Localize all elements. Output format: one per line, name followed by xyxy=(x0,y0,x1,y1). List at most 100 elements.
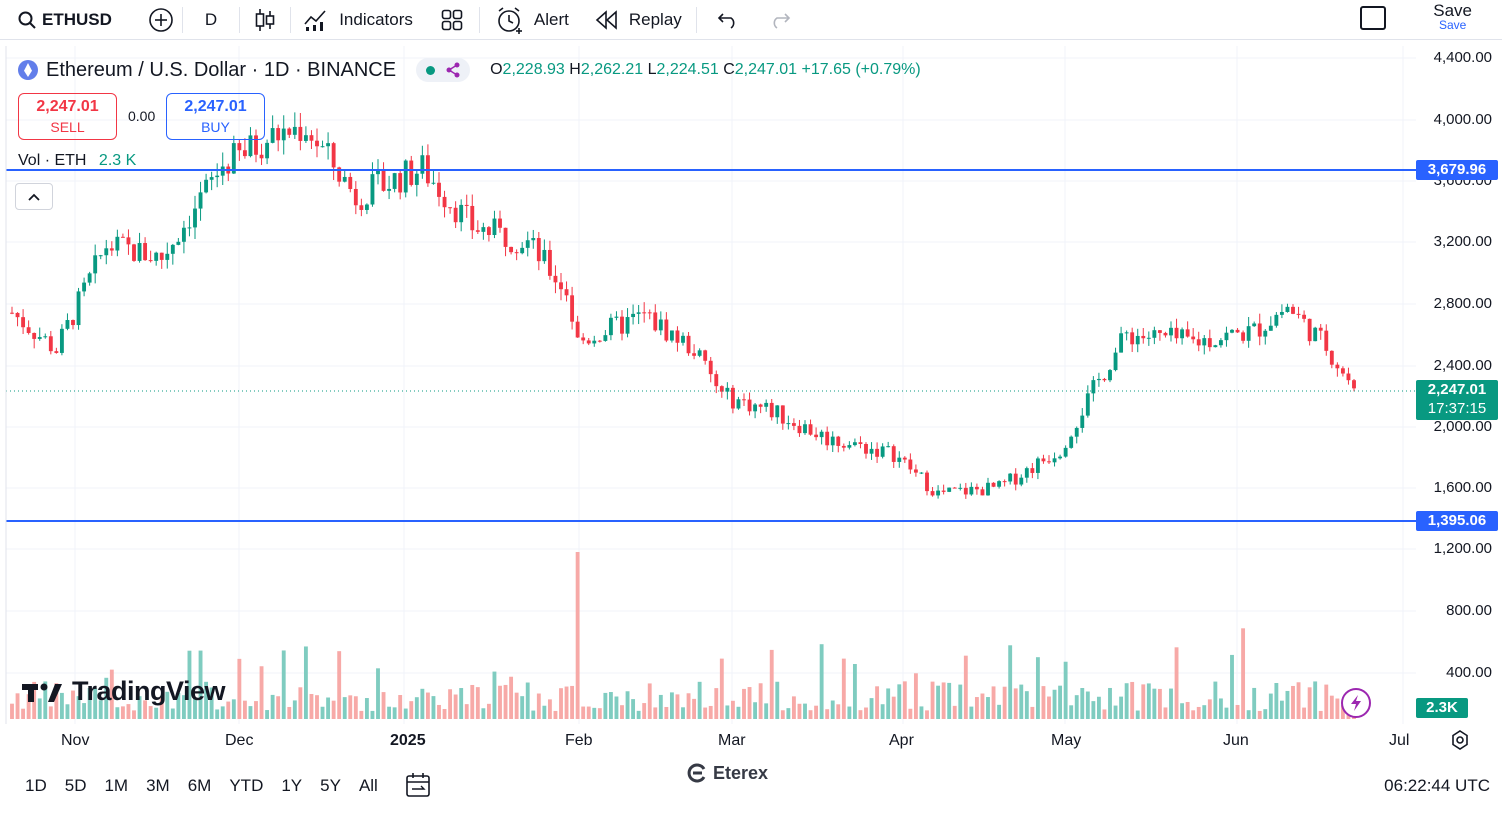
volume-bar xyxy=(1035,657,1040,719)
volume-bar xyxy=(697,681,702,719)
tradingview-logo[interactable]: TradingView xyxy=(22,676,226,707)
candle xyxy=(248,127,253,158)
volume-bar xyxy=(486,703,491,719)
candle xyxy=(54,347,59,354)
candle xyxy=(1252,321,1257,327)
candle xyxy=(442,190,447,218)
sell-button[interactable]: 2,247.01 SELL xyxy=(18,93,117,140)
symbol-search[interactable]: ETHUSD xyxy=(0,0,120,40)
volume-bar xyxy=(958,684,963,719)
candle xyxy=(1352,379,1356,392)
volume-bar xyxy=(714,688,719,719)
volume-bar xyxy=(409,701,414,719)
candle xyxy=(387,175,392,200)
compare-button[interactable] xyxy=(140,0,182,40)
candle xyxy=(21,309,26,334)
range-button-5y[interactable]: 5Y xyxy=(320,776,341,795)
candle xyxy=(26,320,31,335)
volume-bar xyxy=(315,695,319,719)
chart-type-button[interactable] xyxy=(240,0,290,40)
volume-legend[interactable]: Vol · ETH 2.3 K xyxy=(18,152,136,170)
volume-bar xyxy=(132,710,136,719)
current-price-tag: 2,247.01 17:37:15 xyxy=(1416,380,1498,420)
price-axis-label: 1,200.00 xyxy=(1433,540,1492,557)
candle xyxy=(791,418,796,431)
candle xyxy=(1074,426,1079,444)
market-status-pill[interactable] xyxy=(416,58,471,82)
range-button-3m[interactable]: 3M xyxy=(146,776,170,795)
candle xyxy=(780,405,785,430)
lower-line-price-tag: 1,395.06 xyxy=(1416,511,1498,531)
undo-button[interactable] xyxy=(697,0,759,40)
indicators-button[interactable]: Indicators xyxy=(291,0,425,40)
candle xyxy=(1058,454,1063,460)
range-button-1d[interactable]: 1D xyxy=(25,776,47,795)
candle xyxy=(1157,330,1162,341)
volume-bar xyxy=(1291,685,1295,719)
candle xyxy=(703,349,708,365)
assistant-button[interactable] xyxy=(1341,688,1371,718)
collapse-legend-button[interactable] xyxy=(15,183,53,210)
candle xyxy=(1224,326,1229,347)
templates-button[interactable] xyxy=(425,0,479,40)
candle xyxy=(1035,456,1040,480)
volume-bar xyxy=(775,681,780,719)
candle xyxy=(370,162,375,207)
volume-bar xyxy=(1019,684,1024,719)
high-value: 2,262.21 xyxy=(580,61,644,78)
interval-button[interactable]: D xyxy=(183,0,239,40)
candle xyxy=(1313,326,1318,342)
chart-settings-button[interactable] xyxy=(1450,730,1470,755)
volume-bar xyxy=(603,692,608,719)
replay-button[interactable]: Replay xyxy=(581,0,696,40)
low-value: 2,224.51 xyxy=(656,61,719,78)
range-button-1y[interactable]: 1Y xyxy=(281,776,303,795)
candle xyxy=(481,222,486,240)
volume-bar xyxy=(769,649,774,719)
candle xyxy=(448,207,453,214)
volume-bar xyxy=(159,697,164,719)
candle xyxy=(1346,367,1351,385)
candle xyxy=(1169,321,1173,342)
price-axis[interactable]: 4,400.00 4,000.00 3,600.00 3,200.00 2,800.00… xyxy=(1416,46,1502,724)
range-button-1m[interactable]: 1M xyxy=(104,776,129,795)
spread-value: 0.00 xyxy=(128,108,156,124)
indicators-icon xyxy=(304,9,326,31)
volume-bar xyxy=(120,706,125,719)
volume-bar xyxy=(104,677,109,719)
volume-bar xyxy=(941,682,946,719)
candle xyxy=(991,482,996,488)
candle xyxy=(425,144,430,187)
range-button-all[interactable]: All xyxy=(358,776,378,795)
range-button-ytd[interactable]: YTD xyxy=(229,776,264,795)
range-button-6m[interactable]: 6M xyxy=(187,776,212,795)
time-axis-label: 2025 xyxy=(390,732,426,749)
layout-button[interactable] xyxy=(1360,6,1386,30)
candle xyxy=(320,140,325,148)
date-range-button[interactable] xyxy=(404,772,432,803)
volume-bar xyxy=(26,694,31,719)
volume-bar xyxy=(725,705,730,719)
volume-bar xyxy=(303,646,308,719)
candle xyxy=(303,126,308,143)
candle xyxy=(292,112,297,139)
alert-button[interactable]: Alert xyxy=(480,0,581,40)
volume-bar xyxy=(625,691,630,719)
legend-title[interactable]: Ethereum / U.S. Dollar · 1D · BINANCE xyxy=(46,58,397,81)
save-button[interactable]: Save Save xyxy=(1433,0,1472,31)
candle xyxy=(730,384,735,414)
volume-bar xyxy=(1285,690,1290,719)
buy-button[interactable]: 2,247.01 BUY xyxy=(166,93,265,140)
utc-clock[interactable]: 06:22:44 UTC xyxy=(1384,776,1490,795)
time-axis[interactable]: Nov Dec 2025 Feb Mar Apr May Jun Jul xyxy=(0,724,1502,758)
volume-bar xyxy=(165,691,170,719)
redo-button[interactable] xyxy=(759,0,801,40)
candle xyxy=(913,464,918,477)
range-button-5d[interactable]: 5D xyxy=(64,776,87,795)
volume-bar xyxy=(963,655,968,719)
volume-bar xyxy=(514,692,519,719)
candle xyxy=(708,356,713,383)
time-axis-label: Apr xyxy=(889,732,914,749)
candle xyxy=(958,483,963,491)
